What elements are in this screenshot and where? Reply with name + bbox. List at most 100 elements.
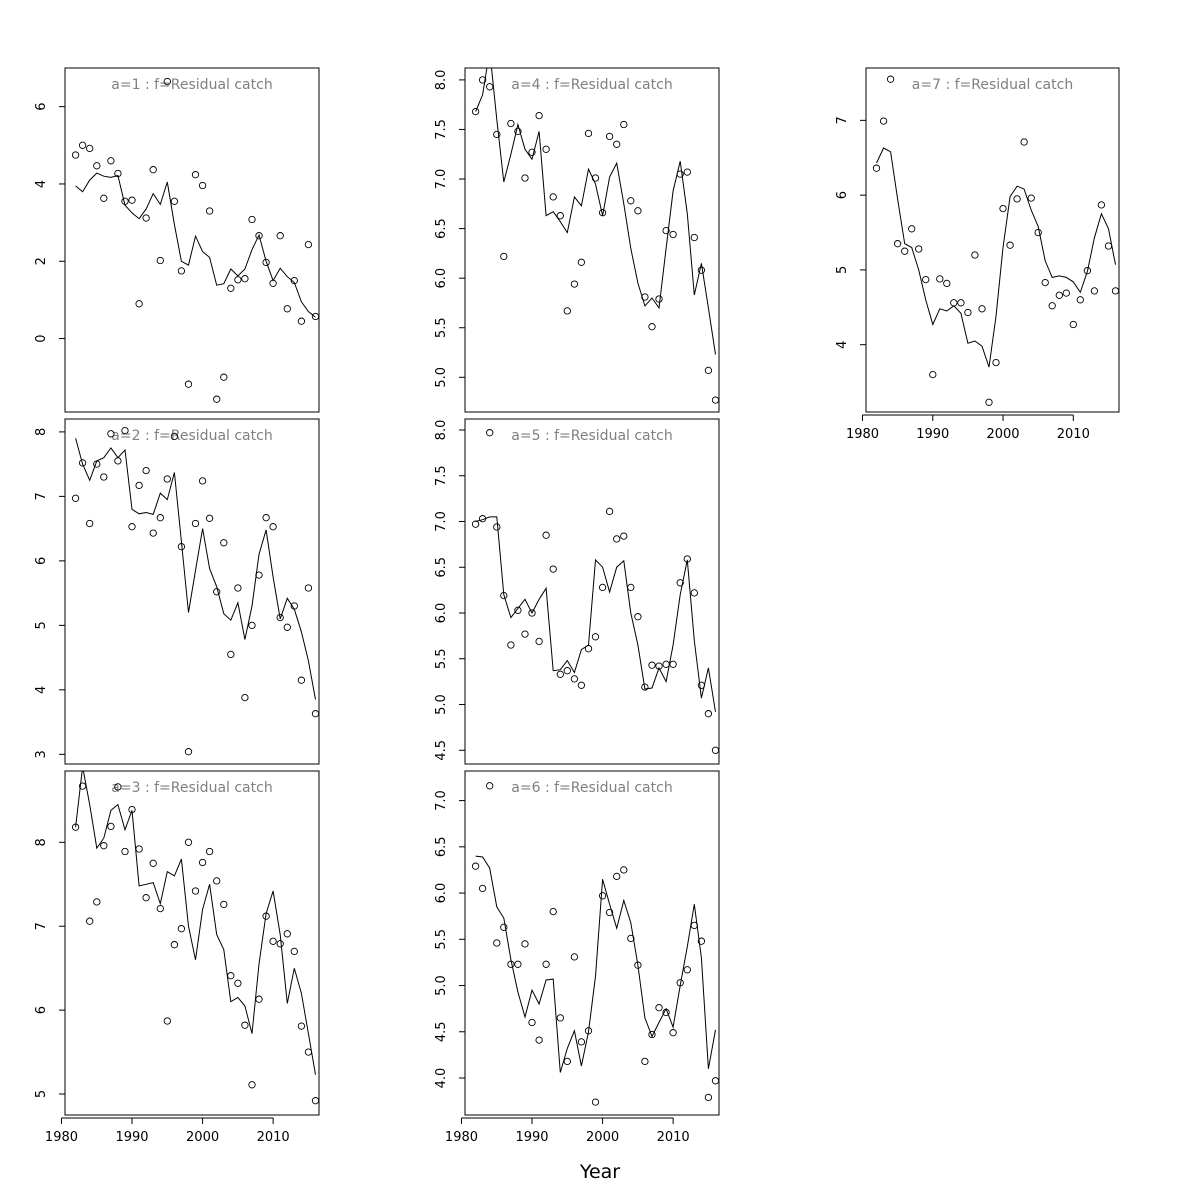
- data-point: [655, 1004, 663, 1012]
- data-point: [521, 630, 529, 638]
- data-point: [149, 166, 157, 174]
- data-point: [1020, 138, 1028, 146]
- data-point: [262, 258, 270, 267]
- data-point: [922, 275, 930, 284]
- data-point: [908, 225, 916, 233]
- y-tick-label: 4: [835, 341, 850, 349]
- data-point: [620, 120, 628, 129]
- data-point: [549, 565, 557, 573]
- data-point: [234, 276, 242, 284]
- data-point: [613, 872, 621, 881]
- data-point: [276, 613, 284, 622]
- data-point: [304, 584, 313, 592]
- data-point: [620, 532, 628, 540]
- y-tick-label: 5.0: [434, 694, 449, 715]
- plot-area: [471, 429, 719, 754]
- data-point: [711, 396, 719, 404]
- data-point: [999, 204, 1007, 213]
- data-point: [163, 77, 171, 86]
- data-point: [486, 782, 494, 790]
- data-point: [591, 633, 600, 641]
- y-tick-label: 8.0: [434, 70, 449, 91]
- data-point: [577, 258, 586, 266]
- data-point: [676, 579, 684, 587]
- data-point: [915, 245, 923, 253]
- y-tick-label: 6: [34, 1006, 49, 1014]
- data-point: [563, 307, 571, 315]
- data-point: [107, 822, 115, 831]
- data-point: [556, 1014, 564, 1022]
- data-point: [711, 746, 719, 754]
- data-point: [234, 584, 242, 592]
- plot-area: [471, 68, 719, 404]
- data-point: [542, 960, 550, 968]
- data-point: [556, 670, 564, 678]
- data-point: [121, 847, 129, 856]
- data-point: [662, 226, 670, 235]
- data-point: [584, 129, 593, 138]
- data-point: [184, 838, 193, 846]
- fitted-line: [75, 172, 316, 318]
- data-point: [149, 859, 157, 867]
- y-tick-label: 5: [835, 266, 850, 274]
- x-tick-label: 2000: [986, 427, 1019, 442]
- data-point: [556, 212, 564, 220]
- data-point: [627, 197, 635, 205]
- y-tick-label: 5.0: [434, 975, 449, 996]
- data-point: [648, 661, 656, 669]
- x-tick-label: 1980: [846, 427, 879, 442]
- data-point: [135, 300, 143, 308]
- panel-5: a=5 : f=Residual catch 4.5 5.0 5.5 6.0 6.5 7.0…: [434, 418, 720, 765]
- y-tick-label: 7.5: [434, 119, 449, 140]
- data-point: [191, 519, 200, 528]
- data-point: [486, 429, 494, 437]
- data-point: [471, 107, 480, 116]
- data-point: [121, 426, 129, 435]
- x-tick-label: 2000: [186, 1130, 219, 1145]
- data-point: [514, 127, 522, 136]
- data-point: [170, 197, 179, 205]
- data-point: [493, 523, 501, 531]
- data-point: [114, 783, 122, 791]
- data-point: [156, 514, 164, 522]
- data-point: [184, 380, 193, 388]
- data-point: [290, 947, 298, 956]
- data-point: [1090, 287, 1099, 295]
- plot-area: [872, 75, 1119, 406]
- data-point: [128, 523, 136, 531]
- data-point: [514, 606, 522, 614]
- data-point: [220, 900, 228, 909]
- data-point: [690, 589, 698, 597]
- y-tick-label: 7: [835, 116, 850, 124]
- panel-title: a=2 : f=Residual catch: [111, 428, 272, 444]
- data-point: [163, 475, 171, 483]
- data-point: [570, 953, 579, 961]
- data-point: [598, 583, 607, 592]
- y-tick-label: 6: [835, 191, 850, 199]
- y-tick-label: 8: [34, 838, 49, 846]
- data-point: [198, 858, 207, 867]
- data-point: [500, 923, 508, 931]
- data-point: [936, 275, 944, 283]
- panel-title: a=5 : f=Residual catch: [511, 428, 672, 444]
- y-tick-label: 7.5: [434, 465, 449, 486]
- data-point: [598, 892, 607, 900]
- fitted-line: [475, 68, 716, 355]
- plot-area: [71, 77, 319, 403]
- data-point: [478, 76, 487, 84]
- data-point: [100, 842, 108, 850]
- data-point: [507, 641, 515, 649]
- data-point: [563, 1057, 571, 1066]
- data-point: [227, 650, 235, 659]
- panel-2: a=2 : f=Residual catch 3 4 5 6 7 8: [34, 418, 320, 765]
- data-point: [1013, 195, 1021, 203]
- data-point: [170, 941, 179, 949]
- data-point: [248, 1081, 256, 1089]
- y-tick-label: 7: [34, 922, 49, 930]
- data-point: [241, 275, 249, 283]
- data-point: [269, 937, 277, 945]
- data-point: [283, 305, 291, 313]
- y-tick-label: 4.0: [434, 1068, 449, 1089]
- data-point: [177, 267, 186, 275]
- data-point: [535, 111, 543, 120]
